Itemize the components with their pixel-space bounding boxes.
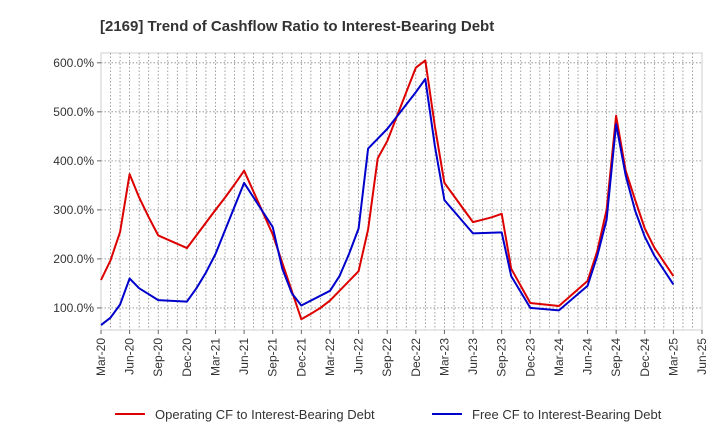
x-tick-label: Dec-22: [409, 338, 423, 377]
plot-area: [100, 52, 703, 331]
x-tick-label: Jun-20: [123, 338, 137, 375]
x-tick-label: Jun-24: [581, 338, 595, 375]
y-tick-label: 300.0%: [53, 203, 94, 217]
x-tick-label: Sep-21: [266, 338, 280, 377]
series-line-1: [100, 59, 675, 321]
x-tick-label: Jun-21: [237, 338, 251, 375]
x-tick-label: Mar-25: [666, 338, 680, 376]
x-tick-label: Jun-23: [466, 338, 480, 375]
x-tick-label: Dec-20: [180, 338, 194, 377]
x-tick-label: Mar-21: [208, 338, 222, 376]
y-tick-label: 100.0%: [53, 301, 94, 315]
x-tick-label: Mar-22: [323, 338, 337, 376]
x-tick-label: Dec-24: [638, 338, 652, 377]
grid-lines: [101, 53, 702, 330]
legend: Operating CF to Interest-Bearing Debt Fre…: [115, 407, 662, 422]
x-tick-label: Dec-23: [523, 338, 537, 377]
x-tick-label: Jun-25: [695, 338, 709, 375]
chart-title: [2169] Trend of Cashflow Ratio to Intere…: [100, 18, 494, 35]
series-line-2: [100, 78, 675, 326]
series-lines: [100, 59, 675, 326]
y-axis: 100.0% 200.0% 300.0% 400.0% 500.0% 600.0%: [53, 56, 101, 315]
y-tick-label: 600.0%: [53, 56, 94, 70]
x-tick-label: Mar-20: [94, 338, 108, 376]
x-tick-label: Mar-24: [552, 338, 566, 376]
x-tick-label: Dec-21: [294, 338, 308, 377]
legend-label: Free CF to Interest-Bearing Debt: [472, 407, 662, 422]
y-tick-label: 400.0%: [53, 154, 94, 168]
x-tick-label: Sep-24: [609, 338, 623, 377]
x-tick-label: Sep-23: [495, 338, 509, 377]
x-tick-label: Mar-23: [437, 338, 451, 376]
x-tick-label: Sep-20: [151, 338, 165, 377]
y-tick-label: 500.0%: [53, 105, 94, 119]
x-axis: Mar-20 Jun-20 Sep-20 Dec-20 Mar-21 Jun-21 Sep-…: [94, 330, 709, 377]
x-tick-label: Sep-22: [380, 338, 394, 377]
y-tick-label: 200.0%: [53, 252, 94, 266]
legend-label: Operating CF to Interest-Bearing Debt: [155, 407, 375, 422]
x-tick-label: Jun-22: [352, 338, 366, 375]
